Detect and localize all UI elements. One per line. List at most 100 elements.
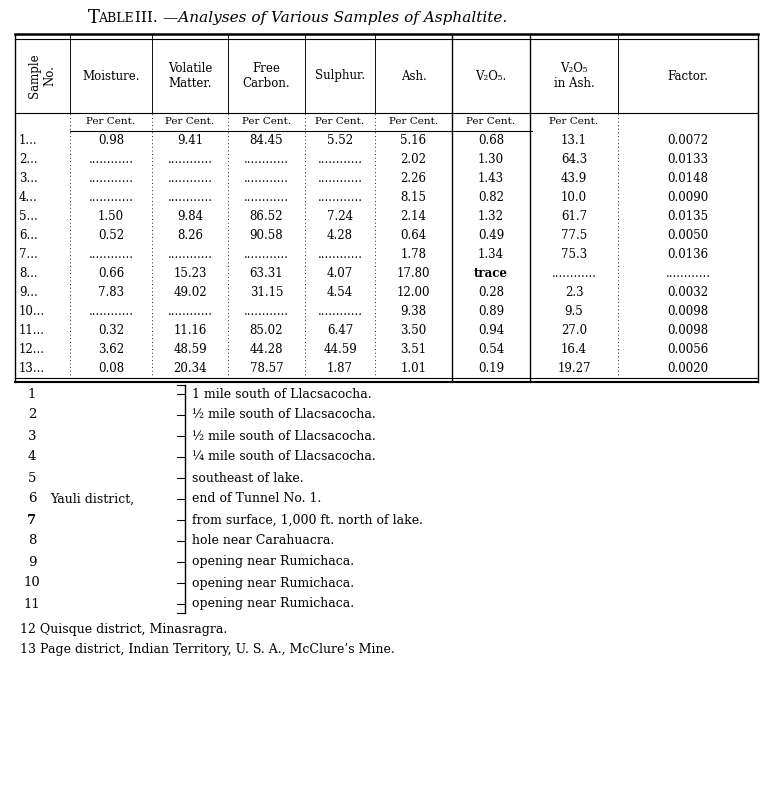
Text: 20.34: 20.34 (173, 362, 207, 375)
Text: 16.4: 16.4 (561, 343, 587, 356)
Text: Per Cent.: Per Cent. (165, 118, 215, 127)
Text: 63.31: 63.31 (250, 267, 284, 280)
Text: Factor.: Factor. (668, 69, 709, 83)
Text: 1.78: 1.78 (400, 248, 427, 261)
Text: ............: ............ (318, 191, 363, 204)
Text: 11.16: 11.16 (173, 324, 206, 337)
Text: 9.41: 9.41 (177, 134, 203, 147)
Text: 0.0135: 0.0135 (667, 210, 709, 223)
Text: ............: ............ (88, 248, 134, 261)
Text: Moisture.: Moisture. (82, 69, 140, 83)
Text: 0.0020: 0.0020 (667, 362, 709, 375)
Text: ............: ............ (244, 172, 289, 185)
Text: 2.02: 2.02 (400, 153, 427, 166)
Text: 4.07: 4.07 (327, 267, 353, 280)
Text: 0.0090: 0.0090 (667, 191, 709, 204)
Text: 15.23: 15.23 (173, 267, 206, 280)
Text: ............: ............ (318, 172, 363, 185)
Text: 0.94: 0.94 (478, 324, 504, 337)
Text: from surface, 1,000 ft. north of lake.: from surface, 1,000 ft. north of lake. (192, 513, 423, 526)
Text: end of Tunnel No. 1.: end of Tunnel No. 1. (192, 493, 322, 505)
Text: ............: ............ (168, 191, 213, 204)
Text: 1 mile south of Llacsacocha.: 1 mile south of Llacsacocha. (192, 388, 372, 400)
Text: 44.59: 44.59 (323, 343, 357, 356)
Text: ............: ............ (318, 248, 363, 261)
Text: 7.24: 7.24 (327, 210, 353, 223)
Text: opening near Rumichaca.: opening near Rumichaca. (192, 598, 354, 611)
Text: ............: ............ (88, 305, 134, 318)
Text: Per Cent.: Per Cent. (389, 118, 438, 127)
Text: 2.14: 2.14 (400, 210, 427, 223)
Text: ............: ............ (88, 172, 134, 185)
Text: ............: ............ (244, 305, 289, 318)
Text: T: T (88, 9, 100, 27)
Text: 6: 6 (28, 493, 36, 505)
Text: 9: 9 (28, 556, 36, 568)
Text: 17.80: 17.80 (397, 267, 431, 280)
Text: 12 Quisque district, Minasragra.: 12 Quisque district, Minasragra. (20, 622, 227, 635)
Text: 12.00: 12.00 (397, 286, 431, 299)
Text: 27.0: 27.0 (561, 324, 587, 337)
Text: 1.01: 1.01 (400, 362, 427, 375)
Text: 9.5: 9.5 (564, 305, 584, 318)
Text: 90.58: 90.58 (250, 229, 284, 242)
Text: 10...: 10... (19, 305, 45, 318)
Text: 0.98: 0.98 (98, 134, 124, 147)
Text: ............: ............ (168, 172, 213, 185)
Text: 49.02: 49.02 (173, 286, 207, 299)
Text: 0.89: 0.89 (478, 305, 504, 318)
Text: Yauli district,: Yauli district, (50, 493, 135, 505)
Text: 8.15: 8.15 (400, 191, 427, 204)
Text: 5.16: 5.16 (400, 134, 427, 147)
Text: 75.3: 75.3 (561, 248, 587, 261)
Text: 9...: 9... (19, 286, 38, 299)
Text: —Analyses of Various Samples of Asphaltite.: —Analyses of Various Samples of Asphalti… (163, 11, 507, 25)
Text: 0.08: 0.08 (98, 362, 124, 375)
Text: 78.57: 78.57 (250, 362, 284, 375)
Text: 12...: 12... (19, 343, 45, 356)
Text: 2...: 2... (19, 153, 38, 166)
Text: 3.51: 3.51 (400, 343, 427, 356)
Text: V₂O₅
in Ash.: V₂O₅ in Ash. (553, 62, 594, 90)
Text: 1...: 1... (19, 134, 38, 147)
Text: southeast of lake.: southeast of lake. (192, 471, 304, 485)
Text: hole near Carahuacra.: hole near Carahuacra. (192, 534, 334, 548)
Text: Per Cent.: Per Cent. (315, 118, 365, 127)
Text: 0.66: 0.66 (98, 267, 124, 280)
Text: ............: ............ (244, 248, 289, 261)
Text: 7.83: 7.83 (98, 286, 124, 299)
Text: 0.0136: 0.0136 (667, 248, 709, 261)
Text: 0.64: 0.64 (400, 229, 427, 242)
Text: 0.0050: 0.0050 (667, 229, 709, 242)
Text: opening near Rumichaca.: opening near Rumichaca. (192, 556, 354, 568)
Text: 48.59: 48.59 (173, 343, 207, 356)
Text: 6...: 6... (19, 229, 38, 242)
Text: 11: 11 (24, 598, 40, 611)
Text: 9.38: 9.38 (400, 305, 427, 318)
Text: 44.28: 44.28 (250, 343, 283, 356)
Text: ½ mile south of Llacsacocha.: ½ mile south of Llacsacocha. (192, 430, 376, 443)
Text: ¼ mile south of Llacsacocha.: ¼ mile south of Llacsacocha. (192, 451, 376, 463)
Text: Per Cent.: Per Cent. (87, 118, 135, 127)
Text: 2.3: 2.3 (565, 286, 584, 299)
Text: Per Cent.: Per Cent. (242, 118, 291, 127)
Text: ............: ............ (168, 153, 213, 166)
Text: 19.27: 19.27 (557, 362, 591, 375)
Text: 77.5: 77.5 (561, 229, 587, 242)
Text: 1.34: 1.34 (478, 248, 504, 261)
Text: 8: 8 (28, 534, 36, 548)
Text: 0.0133: 0.0133 (667, 153, 709, 166)
Text: 11...: 11... (19, 324, 45, 337)
Text: trace: trace (474, 267, 508, 280)
Text: 85.02: 85.02 (250, 324, 283, 337)
Text: ABLE: ABLE (98, 11, 134, 25)
Text: ............: ............ (551, 267, 597, 280)
Text: 3...: 3... (19, 172, 38, 185)
Text: ½ mile south of Llacsacocha.: ½ mile south of Llacsacocha. (192, 408, 376, 422)
Text: 7: 7 (27, 513, 36, 526)
Text: 13...: 13... (19, 362, 45, 375)
Text: 0.19: 0.19 (478, 362, 504, 375)
Text: 31.15: 31.15 (250, 286, 283, 299)
Text: 5: 5 (28, 471, 36, 485)
Text: 0.54: 0.54 (478, 343, 504, 356)
